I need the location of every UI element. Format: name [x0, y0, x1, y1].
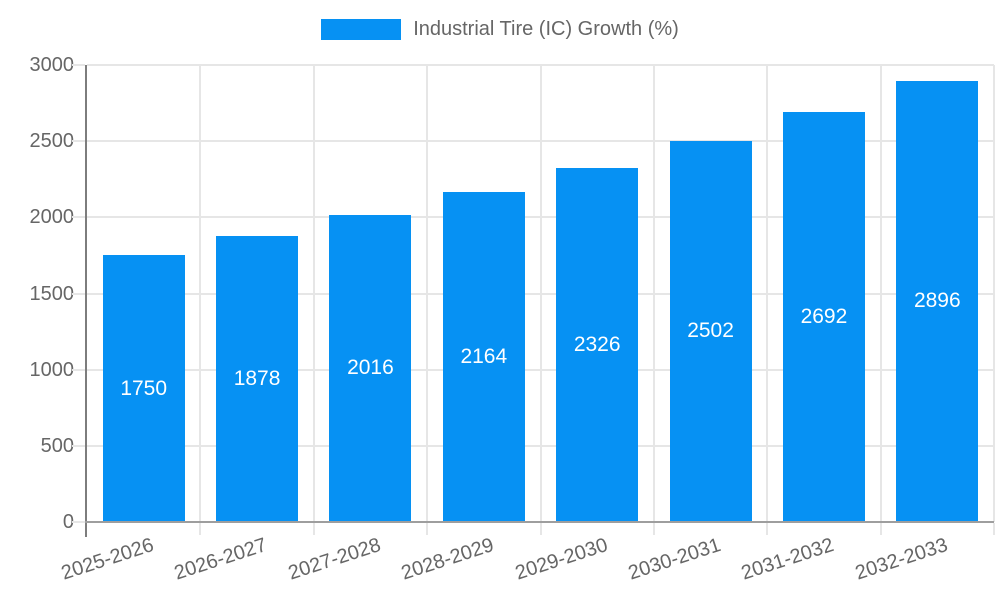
x-axis-category-label: 2028-2029	[398, 534, 497, 585]
y-axis-tick	[72, 368, 85, 371]
bar-value-label: 2326	[573, 332, 621, 356]
x-axis-tick	[879, 523, 882, 535]
x-axis-category-label: 2032-2033	[852, 534, 951, 585]
bar[interactable]: 2326	[556, 167, 639, 522]
bar-value-label: 2896	[913, 289, 961, 313]
bar[interactable]: 1878	[216, 235, 299, 522]
gridline-vertical	[199, 65, 202, 522]
y-axis-tick-label: 1000	[29, 358, 75, 381]
bar[interactable]: 2692	[782, 111, 865, 522]
gridline-vertical	[879, 65, 882, 522]
x-axis-tick	[539, 523, 542, 535]
gridline-vertical	[539, 65, 542, 522]
bar[interactable]: 2164	[442, 192, 525, 522]
chart-legend[interactable]: Industrial Tire (IC) Growth (%)	[0, 18, 1000, 41]
y-axis-tick-label: 2000	[29, 206, 75, 229]
bar-value-label: 1878	[233, 366, 281, 390]
x-axis-line	[85, 521, 994, 523]
bar[interactable]: 2896	[896, 80, 979, 522]
x-axis-tick	[426, 523, 429, 535]
bar-value-label: 1750	[120, 376, 168, 400]
y-axis-tick	[72, 140, 85, 143]
x-axis-tick	[993, 523, 995, 535]
x-axis-tick	[199, 523, 202, 535]
gridline-vertical	[312, 65, 315, 522]
x-axis-tick	[766, 523, 769, 535]
x-axis-category-label: 2027-2028	[285, 534, 384, 585]
x-axis-category-label: 2031-2032	[738, 534, 837, 585]
legend-label: Industrial Tire (IC) Growth (%)	[413, 18, 679, 40]
y-axis-tick	[72, 64, 85, 66]
legend-swatch	[321, 19, 402, 40]
y-axis-tick-label: 3000	[29, 54, 75, 76]
bar-value-label: 2164	[460, 345, 508, 369]
x-axis-category-label: 2025-2026	[58, 534, 157, 585]
x-axis-category-label: 2026-2027	[172, 534, 270, 585]
bar[interactable]: 1750	[102, 255, 185, 522]
y-axis-tick-label: 1500	[29, 282, 75, 305]
y-axis-line	[85, 65, 87, 537]
bar-value-label: 2016	[347, 356, 394, 380]
y-axis-tick	[72, 521, 85, 523]
y-axis-tick	[72, 292, 85, 295]
x-axis-category-label: 2030-2031	[625, 534, 724, 585]
bar[interactable]: 2016	[329, 214, 412, 522]
y-axis-tick-label: 500	[40, 434, 74, 457]
gridline-vertical	[993, 65, 995, 522]
y-axis-tick	[72, 444, 85, 447]
gridline-vertical	[766, 65, 769, 522]
y-axis-tick-label: 0	[62, 511, 74, 533]
bar[interactable]: 2502	[669, 140, 752, 522]
y-axis-tick-label: 2500	[29, 130, 75, 153]
bar-value-label: 2502	[687, 319, 734, 343]
plot-area: 1750 1878 2016 2164 2326 2502 2692 2896	[87, 64, 995, 522]
gridline-vertical	[652, 65, 655, 522]
bar-value-label: 2692	[800, 304, 848, 328]
gridline-vertical	[426, 65, 429, 522]
x-axis-category-label: 2029-2030	[512, 534, 610, 585]
y-axis-tick	[72, 216, 85, 219]
x-axis-tick	[312, 523, 315, 535]
x-axis-tick	[652, 523, 655, 535]
